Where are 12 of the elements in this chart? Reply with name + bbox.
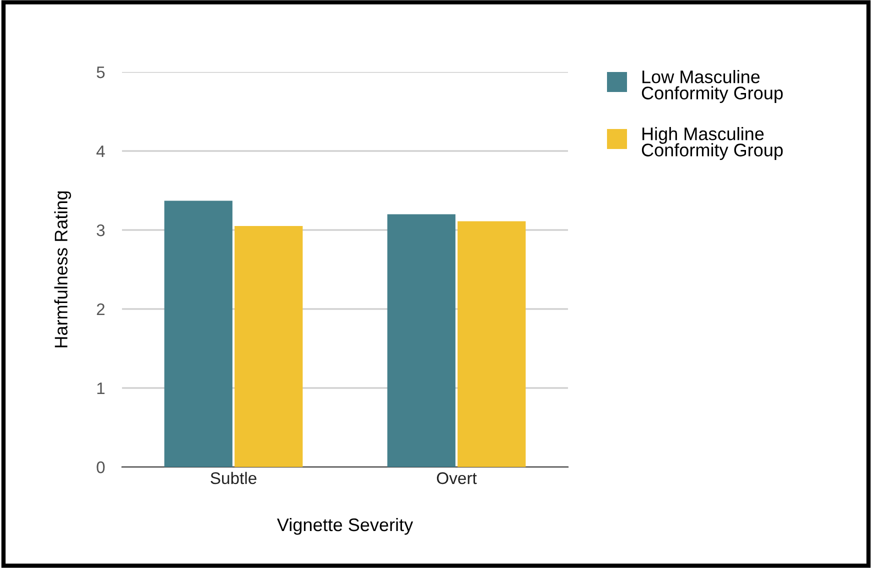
- y-tick-label: 0: [96, 461, 105, 474]
- x-tick-label: Overt: [436, 472, 477, 484]
- x-tick-label: Subtle: [210, 472, 256, 484]
- y-tick-label: 5: [96, 66, 105, 78]
- y-tick-label: 1: [97, 382, 105, 394]
- y-tick-label: 4: [96, 146, 105, 158]
- y-axis-title: Harmfulness Rating: [54, 191, 72, 348]
- y-tick-label: 3: [96, 224, 105, 236]
- legend-label: Low Masculine Conformity Group: [642, 70, 783, 104]
- y-tick-label: 2: [96, 303, 104, 316]
- x-axis-title: Vignette Severity: [276, 518, 414, 535]
- legend-label: High Masculine Conformity Group: [642, 127, 783, 160]
